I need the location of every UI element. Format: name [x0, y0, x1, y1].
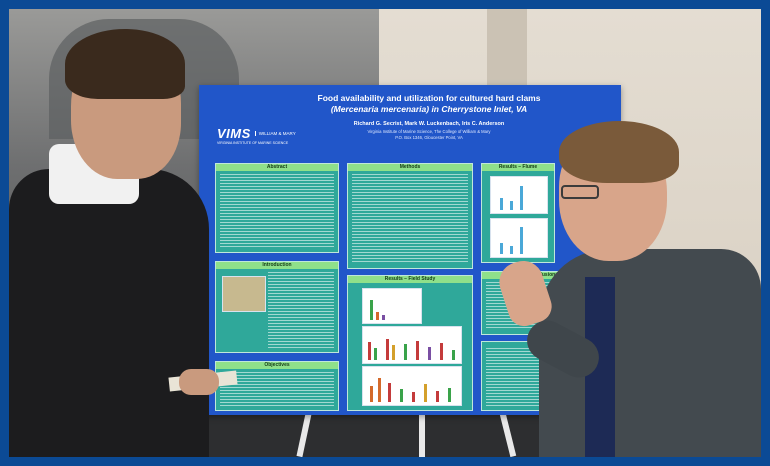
poster-title-line1: Food availability and utilization for cu… [317, 93, 541, 103]
research-poster: Food availability and utilization for cu… [199, 85, 621, 415]
poster-affiliation: Virginia Institute of Marine Science, Th… [279, 129, 579, 140]
vims-logo-subtitle: VIRGINIA INSTITUTE OF MARINE SCIENCE [217, 141, 289, 145]
section-introduction: Introduction [215, 261, 339, 353]
vims-logo: VIMS WILLIAM & MARY [217, 125, 296, 141]
poster-affiliation-line1: Virginia Institute of Marine Science, Th… [367, 129, 491, 134]
poster-title-line2: (Mercenaria mercenaria) in Cherrystone I… [330, 104, 528, 114]
section-header-conclusions: Conclusions [482, 272, 604, 279]
section-header-methods: Methods [348, 164, 472, 171]
results-field-figure-2 [362, 326, 462, 364]
results-field-figure-1 [362, 288, 422, 324]
section-header-results-flume: Results – Flume [482, 164, 554, 171]
section-header-abstract: Abstract [216, 164, 338, 171]
section-abstract: Abstract [215, 163, 339, 253]
person-right [489, 109, 761, 457]
photo: Food availability and utilization for cu… [9, 9, 761, 457]
poster-affiliation-line2: P.O. Box 1346, Gloucester Point, VA [395, 134, 463, 140]
vims-logo-text: VIMS [217, 125, 251, 141]
person-right-hair [559, 121, 679, 183]
person-left-sweater [9, 169, 209, 457]
person-left [9, 29, 238, 457]
section-text-introduction [268, 272, 334, 348]
introduction-photo [222, 276, 266, 312]
section-header-results-field-study: Results – Field Study [348, 276, 472, 283]
easel-leg-middle [419, 413, 425, 457]
results-flume-figure-2 [490, 218, 548, 258]
section-text-objectives [220, 372, 334, 406]
person-right-glasses [561, 185, 599, 199]
poster-title: Food availability and utilization for cu… [279, 93, 579, 115]
william-mary-logo-text: WILLIAM & MARY [254, 130, 296, 136]
section-results-flume: Results – Flume [481, 163, 555, 263]
person-left-hair [65, 29, 185, 99]
section-text-methods [352, 174, 468, 264]
person-left-hand [179, 369, 219, 395]
results-flume-figure-1 [490, 176, 548, 214]
section-text-abstract [220, 174, 334, 248]
section-methods: Methods [347, 163, 473, 269]
section-results-field-study: Results – Field Study [347, 275, 473, 411]
poster-authors: Richard G. Secrist, Mark W. Luckenbach, … [353, 121, 505, 127]
section-header-objectives: Objectives [216, 362, 338, 369]
section-objectives: Objectives [215, 361, 339, 411]
section-header-introduction: Introduction [216, 262, 338, 269]
results-field-figure-3 [362, 366, 462, 406]
